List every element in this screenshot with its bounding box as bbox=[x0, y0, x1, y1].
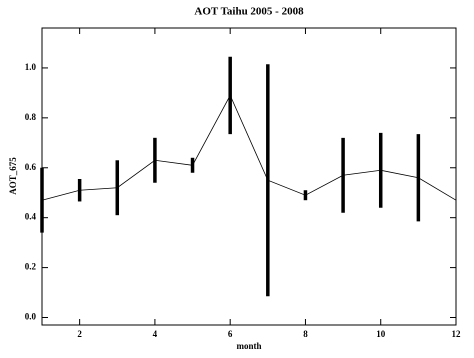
chart-title: AOT Taihu 2005 - 2008 bbox=[194, 6, 304, 18]
plot-frame bbox=[41, 27, 457, 326]
y-tick-label: 0.6 bbox=[25, 162, 37, 172]
data-line bbox=[41, 94, 457, 201]
y-tick-label: 0.0 bbox=[25, 312, 37, 322]
y-tick-label: 0.4 bbox=[25, 212, 37, 222]
y-tick-label: 0.8 bbox=[25, 112, 37, 122]
x-tick-label: 2 bbox=[77, 329, 82, 339]
x-tick-label: 4 bbox=[153, 329, 158, 339]
x-axis-label: month bbox=[236, 341, 261, 351]
x-tick-label: 10 bbox=[376, 329, 386, 339]
y-tick-label: 1.0 bbox=[25, 62, 37, 72]
y-axis-label: AOT_675 bbox=[8, 157, 18, 195]
x-tick-label: 12 bbox=[452, 329, 462, 339]
x-tick-label: 6 bbox=[228, 329, 233, 339]
y-tick-label: 0.2 bbox=[25, 262, 37, 272]
x-tick-label: 8 bbox=[303, 329, 308, 339]
